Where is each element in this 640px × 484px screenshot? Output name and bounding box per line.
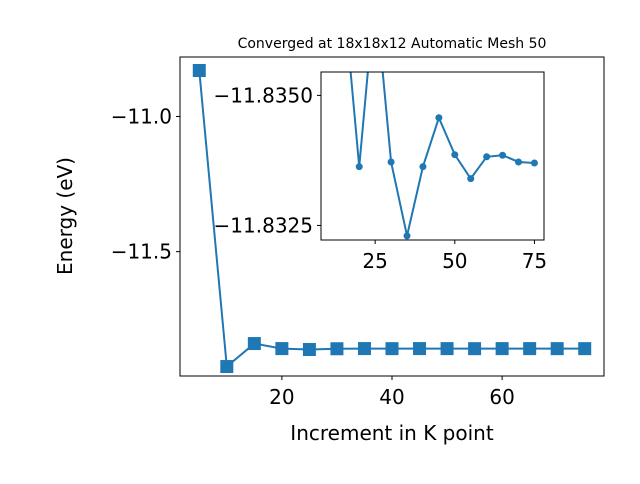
main-data-point — [275, 342, 289, 356]
inset-data-point — [387, 158, 395, 166]
inset-data-point — [403, 232, 411, 240]
inset-data-point — [530, 159, 538, 167]
inset-x-tick-label: 25 — [362, 249, 387, 273]
inset-x-tick-label: 50 — [442, 249, 467, 273]
main-data-point — [192, 64, 206, 78]
x-axis-label: Increment in K point — [290, 421, 494, 445]
inset-series — [349, 72, 538, 240]
inset-y-tick-label: −11.8350 — [214, 83, 313, 107]
inset-data-point — [499, 151, 507, 159]
main-plot: 20 40 60 −11.5 −11.0 Converged at 18x18x12 … — [53, 36, 605, 445]
inset-plot-frame — [320, 71, 545, 241]
inset-y-tick-label: −11.8325 — [214, 213, 313, 237]
y-axis-label: Energy (eV) — [53, 157, 77, 275]
main-data-point — [578, 342, 592, 356]
inset-data-point — [515, 158, 523, 166]
chart-title: Converged at 18x18x12 Automatic Mesh 50 — [238, 36, 547, 52]
inset-x-ticks: 25 50 75 — [362, 240, 547, 273]
main-data-point — [330, 342, 344, 356]
inset-data-point — [467, 175, 475, 183]
main-data-point — [357, 342, 371, 356]
main-data-point — [440, 342, 454, 356]
main-y-tick-label: −11.5 — [111, 240, 172, 264]
inset-y-ticks: −11.8350 −11.8325 — [214, 83, 321, 237]
inset-data-point — [435, 114, 443, 122]
main-data-point — [302, 343, 316, 357]
main-data-point — [523, 342, 537, 356]
main-data-point — [495, 342, 509, 356]
main-data-point — [550, 342, 564, 356]
inset-plot-background — [321, 72, 544, 240]
inset-x-tick-label: 75 — [522, 249, 547, 273]
main-x-tick-label: 20 — [269, 385, 294, 409]
main-y-tick-label: −11.0 — [111, 104, 172, 128]
main-x-tick-label: 60 — [489, 385, 514, 409]
main-data-point — [247, 337, 261, 351]
main-series — [192, 64, 592, 374]
inset-data-point — [451, 151, 459, 159]
main-data-point — [468, 342, 482, 356]
inset-data-point — [355, 163, 363, 171]
main-x-tick-label: 40 — [379, 385, 404, 409]
main-data-point — [413, 342, 427, 356]
main-y-ticks: −11.5 −11.0 — [111, 104, 180, 264]
inset-plot: 25 50 75 −11.8350 −11.8325 — [214, 71, 547, 273]
inset-data-point — [483, 153, 491, 161]
inset-data-point — [419, 163, 427, 171]
main-x-ticks: 20 40 60 — [269, 376, 515, 409]
main-data-point — [385, 342, 399, 356]
main-data-point — [220, 360, 234, 374]
